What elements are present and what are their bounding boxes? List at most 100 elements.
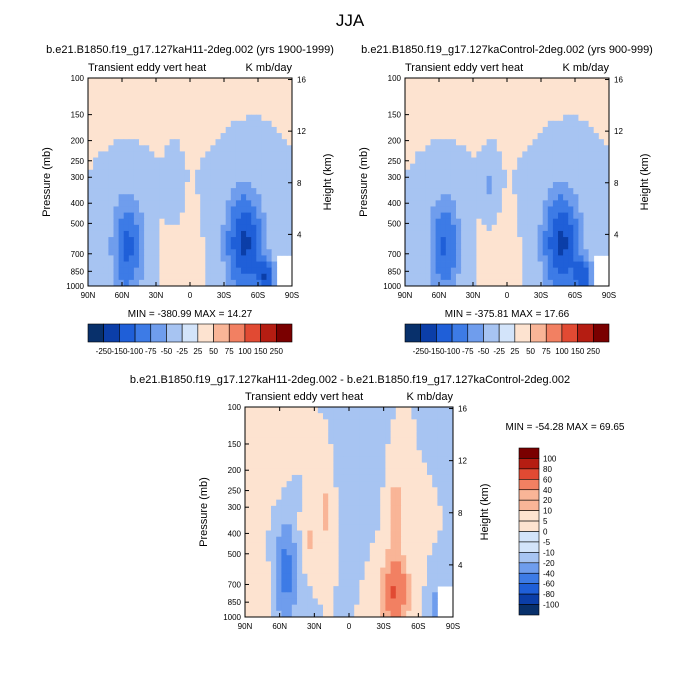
heatmap-cell: [542, 145, 549, 152]
heatmap-cell: [323, 481, 329, 488]
heatmap-cell: [461, 157, 467, 165]
heatmap-cell: [307, 598, 313, 606]
heatmap-cell: [481, 273, 487, 281]
heatmap-cell: [261, 151, 267, 158]
heatmap-cell: [461, 126, 467, 134]
heatmap-cell: [123, 114, 130, 122]
heatmap-cell: [588, 218, 595, 226]
heatmap-cell: [205, 200, 211, 207]
heatmap-cell: [405, 114, 411, 122]
y-tick-label: 250: [388, 157, 402, 166]
heatmap-cell: [411, 579, 417, 587]
heatmap-cell: [225, 139, 232, 146]
heatmap-cell: [410, 120, 416, 128]
heatmap-cell: [328, 542, 334, 550]
heatmap-cell: [291, 450, 298, 457]
heatmap-cell: [411, 518, 417, 525]
heatmap-cell: [435, 273, 442, 281]
heatmap-cell: [517, 273, 523, 281]
heatmap-cell: [139, 157, 145, 165]
heatmap-cell: [225, 267, 232, 275]
heatmap-cell: [375, 610, 381, 617]
heatmap-cell: [445, 102, 452, 109]
heatmap-cell: [256, 151, 262, 158]
heatmap-cell: [169, 157, 176, 165]
heatmap-cell: [476, 261, 482, 269]
heatmap-cell: [354, 579, 360, 587]
heatmap-cell: [276, 120, 283, 128]
heatmap-cell: [241, 200, 247, 207]
heatmap-cell: [266, 218, 272, 226]
heatmap-cell: [568, 230, 574, 238]
heatmap-cell: [246, 126, 252, 134]
heatmap-cell: [445, 249, 452, 256]
heatmap-cell: [512, 169, 518, 177]
heatmap-cell: [476, 145, 482, 152]
heatmap-cell: [261, 145, 267, 152]
heatmap-cell: [184, 243, 191, 250]
heatmap-cell: [517, 151, 523, 158]
heatmap-cell: [113, 230, 119, 238]
heatmap-cell: [588, 120, 595, 128]
heatmap-cell: [98, 249, 104, 256]
heatmap-cell: [442, 444, 449, 451]
heatmap-cell: [333, 450, 339, 457]
heatmap-cell: [558, 120, 564, 128]
heatmap-cell: [486, 267, 493, 275]
heatmap-cell: [435, 145, 442, 152]
heatmap-cell: [603, 182, 609, 189]
heatmap-cell: [558, 206, 564, 213]
heatmap-cell: [427, 499, 433, 507]
heatmap-cell: [349, 468, 355, 476]
heatmap-cell: [512, 182, 518, 189]
heatmap-cell: [359, 425, 365, 433]
heatmap-cell: [568, 96, 574, 103]
heatmap-cell: [588, 139, 595, 146]
heatmap-cell: [450, 169, 457, 177]
heatmap-cell: [471, 169, 477, 177]
y2-tick-label: 12: [297, 127, 306, 136]
heatmap-cell: [245, 512, 251, 519]
heatmap-cell: [281, 592, 287, 599]
heatmap-cell: [512, 224, 518, 232]
heatmap-cell: [442, 524, 449, 531]
heatmap-cell: [266, 169, 272, 177]
heatmap-cell: [588, 157, 595, 165]
heatmap-cell: [215, 145, 221, 152]
heatmap-cell: [568, 188, 574, 195]
heatmap-cell: [430, 163, 436, 171]
heatmap-cell: [558, 114, 564, 122]
heatmap-cell: [450, 175, 457, 183]
heatmap-cell: [241, 78, 247, 85]
heatmap-cell: [354, 444, 360, 451]
heatmap-cell: [184, 188, 191, 195]
heatmap-cell: [133, 163, 140, 171]
heatmap-cell: [179, 133, 186, 140]
heatmap-cell: [583, 273, 589, 281]
heatmap-cell: [437, 524, 443, 531]
heatmap-cell: [323, 530, 329, 538]
heatmap-cell: [159, 96, 165, 103]
heatmap-cell: [563, 279, 569, 286]
heatmap-cell: [328, 505, 334, 513]
heatmap-cell: [328, 407, 334, 414]
heatmap-cell: [174, 267, 181, 275]
heatmap-cell: [359, 419, 365, 426]
heatmap-cell: [88, 108, 94, 116]
heatmap-cell: [440, 126, 447, 134]
heatmap-cell: [411, 481, 417, 488]
heatmap-cell: [220, 78, 227, 85]
heatmap-cell: [195, 175, 201, 183]
heatmap-cell: [215, 78, 221, 85]
heatmap-cell: [184, 175, 191, 183]
heatmap-cell: [385, 555, 391, 562]
heatmap-cell: [174, 279, 181, 286]
heatmap-cell: [359, 567, 365, 575]
heatmap-cell: [246, 188, 252, 195]
heatmap-cell: [133, 230, 140, 238]
heatmap-cell: [573, 218, 579, 226]
heatmap-cell: [286, 555, 293, 562]
heatmap-cell: [390, 524, 397, 531]
heatmap-cell: [558, 175, 564, 183]
heatmap-cell: [93, 84, 99, 91]
